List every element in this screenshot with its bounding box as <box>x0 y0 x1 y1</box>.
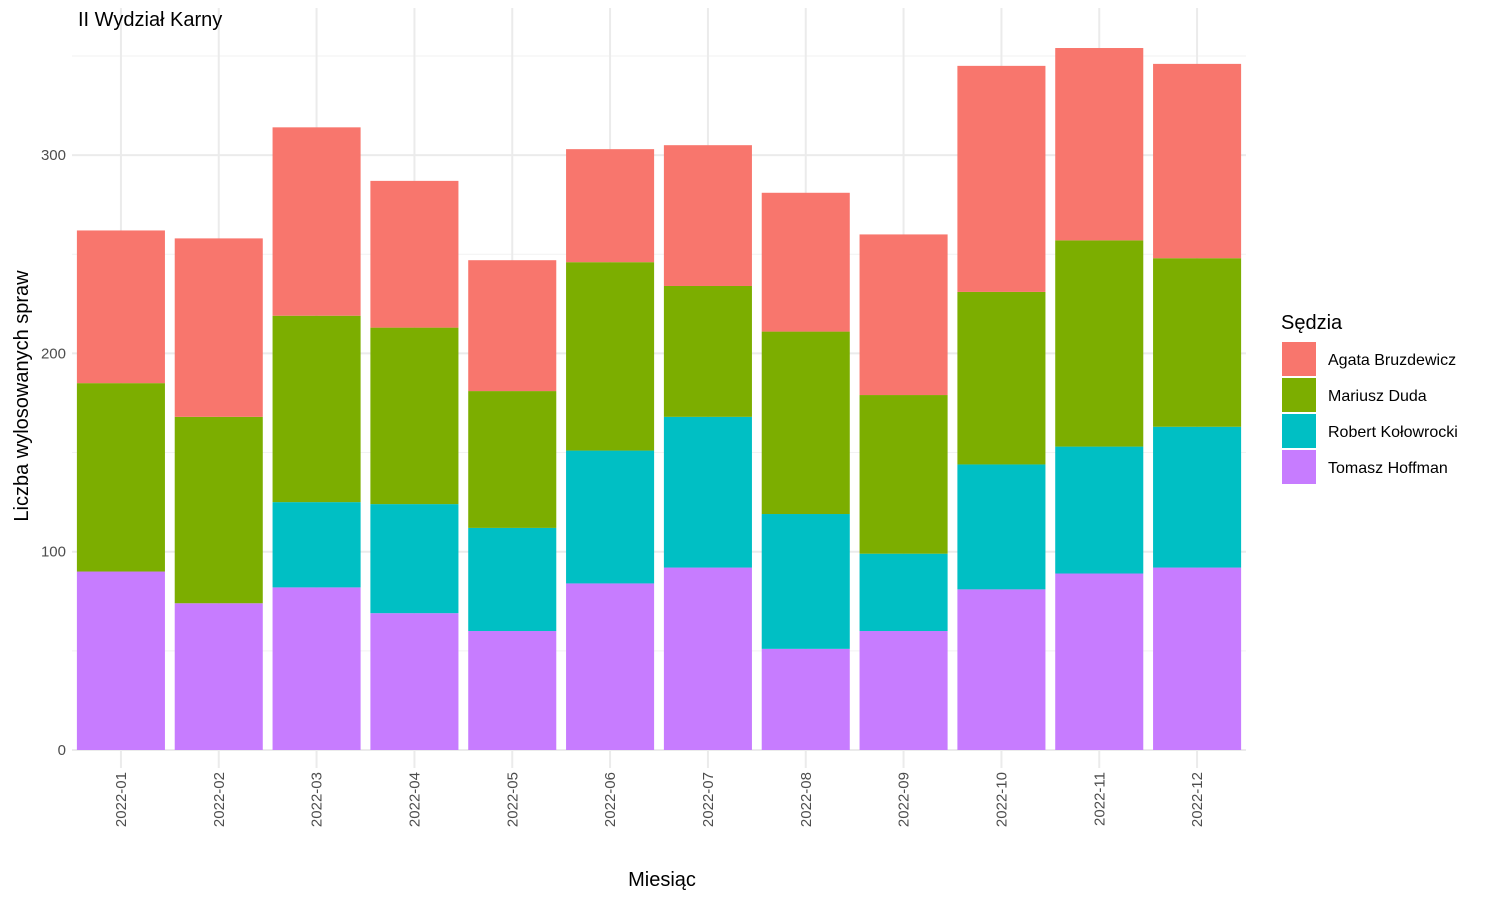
x-tick-label: 2022-11 <box>1091 772 1108 826</box>
bar-segment <box>957 65 1046 292</box>
bar-segment <box>761 514 850 649</box>
y-axis-title: Liczba wylosowanych spraw <box>11 270 33 522</box>
x-tick-label: 2022-07 <box>700 772 717 827</box>
chart-title: II Wydział Karny <box>78 9 222 31</box>
bar-segment <box>859 553 948 632</box>
bar-segment <box>1055 240 1144 447</box>
bar-segment <box>663 567 752 750</box>
bar-segment <box>859 234 948 396</box>
bar-segment <box>1153 567 1242 750</box>
bar-segment <box>859 395 948 554</box>
legend-label: Mariusz Duda <box>1328 388 1427 405</box>
bar-segment <box>957 589 1046 750</box>
bar-segment <box>957 464 1046 590</box>
y-tick-label: 0 <box>58 742 66 759</box>
legend: Sędzia Agata Bruzdewicz Mariusz Duda Rober… <box>1281 312 1458 484</box>
bar-segment <box>370 180 459 328</box>
bar-segment <box>663 285 752 417</box>
x-tick-label: 2022-12 <box>1189 772 1206 827</box>
x-tick-label: 2022-09 <box>896 772 913 827</box>
legend-label: Tomasz Hoffman <box>1328 460 1448 477</box>
bar-segment <box>1055 573 1144 750</box>
x-tick-label: 2022-02 <box>211 772 228 827</box>
bar-segment <box>663 416 752 568</box>
bar-segment <box>566 583 655 750</box>
bar-segment <box>1153 258 1242 427</box>
x-axis-ticks: 2022-01 2022-02 2022-03 2022-04 2022-05 2022-… <box>113 772 1206 827</box>
x-tick-label: 2022-08 <box>798 772 815 827</box>
y-tick-label: 300 <box>41 147 66 164</box>
bar-segment <box>566 149 655 263</box>
bar-segment <box>761 192 850 332</box>
y-tick-label: 200 <box>41 345 66 362</box>
x-tick-label: 2022-01 <box>113 772 130 827</box>
bar-segment <box>468 260 557 392</box>
bar-segment <box>1055 48 1144 241</box>
y-tick-label: 100 <box>41 544 66 561</box>
bar-segment <box>76 230 165 384</box>
bar-segment <box>272 502 361 588</box>
bar-segment <box>272 587 361 750</box>
x-tick-label: 2022-10 <box>993 772 1010 827</box>
bar-segment <box>468 527 557 632</box>
bar-segment <box>370 613 459 750</box>
x-axis-title: Miesiąc <box>628 869 696 891</box>
bar-segment <box>957 291 1046 465</box>
legend-title: Sędzia <box>1281 312 1343 334</box>
bar-segment <box>370 504 459 614</box>
bar-segment <box>174 416 263 604</box>
x-tick-label: 2022-03 <box>309 772 326 827</box>
bar-segment <box>663 145 752 286</box>
legend-swatch <box>1282 414 1316 448</box>
bar-segment <box>174 238 263 417</box>
bars-layer <box>76 48 1242 750</box>
bar-segment <box>272 127 361 316</box>
bar-segment <box>468 391 557 528</box>
legend-label: Robert Kołowrocki <box>1328 424 1458 441</box>
bar-segment <box>859 631 948 750</box>
legend-swatch <box>1282 450 1316 484</box>
bar-segment <box>566 262 655 451</box>
legend-swatch <box>1282 342 1316 376</box>
bar-segment <box>76 571 165 750</box>
legend-label: Agata Bruzdewicz <box>1328 352 1456 369</box>
bar-segment <box>76 383 165 572</box>
legend-swatch <box>1282 378 1316 412</box>
bar-segment <box>1055 446 1144 574</box>
bar-segment <box>468 631 557 750</box>
bar-segment <box>1153 63 1242 259</box>
y-axis-ticks: 0 100 200 300 <box>41 147 66 759</box>
legend-items: Agata Bruzdewicz Mariusz Duda Robert Kołow… <box>1282 342 1458 484</box>
bar-segment <box>1153 426 1242 568</box>
bar-segment <box>370 327 459 505</box>
bar-segment <box>761 648 850 750</box>
bar-segment <box>761 331 850 515</box>
bar-segment <box>272 315 361 503</box>
bar-segment <box>174 603 263 750</box>
x-tick-label: 2022-05 <box>504 772 521 827</box>
x-tick-label: 2022-06 <box>602 772 619 827</box>
x-tick-label: 2022-04 <box>406 772 423 827</box>
bar-segment <box>566 450 655 584</box>
